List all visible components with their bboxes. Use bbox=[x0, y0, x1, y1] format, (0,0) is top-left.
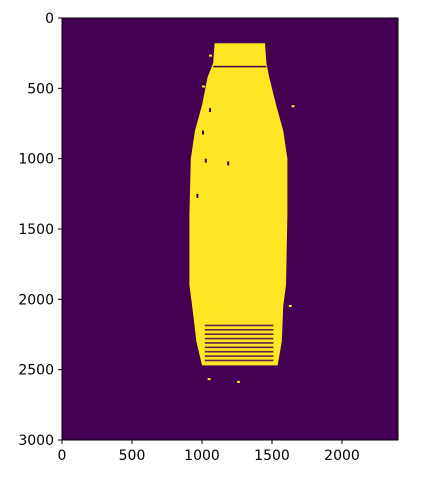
neck-ring-line bbox=[213, 65, 267, 68]
y-tick-label: 2000 bbox=[18, 292, 54, 308]
y-tick-label: 1000 bbox=[18, 152, 54, 168]
label-band-line bbox=[204, 350, 274, 353]
heatmap-image bbox=[62, 18, 398, 440]
y-tick-label: 1500 bbox=[18, 222, 54, 238]
speckle bbox=[209, 54, 212, 57]
speckle bbox=[209, 108, 211, 113]
label-band-line bbox=[204, 355, 274, 357]
x-tick-label: 0 bbox=[58, 448, 67, 464]
y-tick-label: 500 bbox=[27, 81, 54, 97]
label-band-line bbox=[204, 342, 274, 344]
speckle bbox=[237, 380, 240, 383]
speckle bbox=[202, 85, 205, 88]
speckle bbox=[291, 105, 295, 108]
x-tick-label: 500 bbox=[119, 448, 146, 464]
x-axis: 0 500 1000 1500 2000 bbox=[58, 440, 360, 464]
y-tick-label: 2500 bbox=[18, 363, 54, 379]
label-band-line bbox=[204, 329, 274, 331]
label-band-line bbox=[204, 346, 274, 349]
y-tick-label: 3000 bbox=[18, 433, 54, 449]
x-tick-label: 1000 bbox=[184, 448, 220, 464]
speckle bbox=[288, 304, 292, 307]
speckle bbox=[196, 193, 199, 198]
bottle-foreground-region bbox=[189, 43, 288, 366]
label-band-line bbox=[204, 337, 274, 340]
y-tick-label: 0 bbox=[45, 11, 54, 27]
y-axis: 0 500 1000 1500 2000 2500 3000 bbox=[18, 11, 62, 449]
speckle bbox=[202, 130, 204, 135]
speckle bbox=[227, 161, 230, 166]
label-band-line bbox=[204, 333, 274, 336]
speckle bbox=[204, 158, 207, 163]
x-tick-label: 2000 bbox=[324, 448, 360, 464]
x-tick-label: 1500 bbox=[254, 448, 290, 464]
label-band-line bbox=[204, 324, 274, 327]
speckle bbox=[207, 378, 211, 381]
label-band-line bbox=[204, 359, 274, 362]
